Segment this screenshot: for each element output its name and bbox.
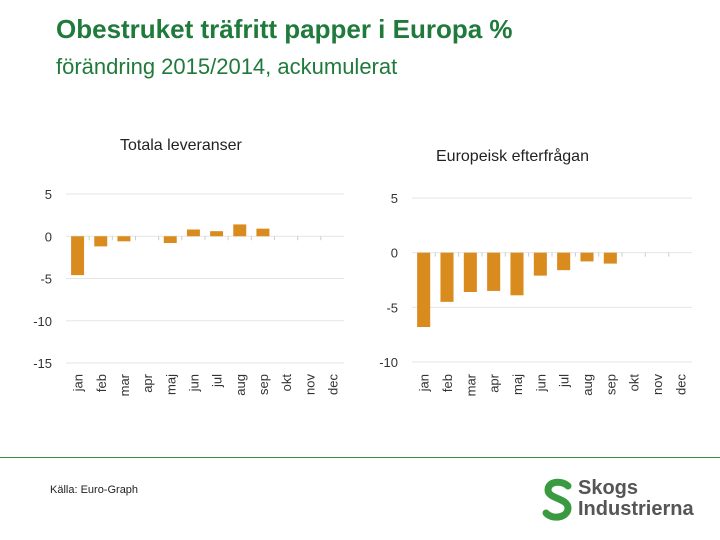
x-tick-label: feb bbox=[94, 374, 109, 392]
chart-1: Totala leveranser 5 0 -5 -10 -15 jan feb mar apr m… bbox=[33, 137, 344, 396]
x-tick-label: jun bbox=[533, 374, 548, 392]
x-tick-label: jan bbox=[417, 374, 432, 392]
x-tick-label: okt bbox=[627, 374, 642, 392]
bar-feb bbox=[94, 236, 108, 247]
bar-jun bbox=[533, 252, 547, 276]
y-tick-label: -10 bbox=[379, 355, 398, 370]
x-tick-label: dec bbox=[673, 374, 688, 395]
bar-apr bbox=[487, 252, 501, 291]
x-tick-label: mar bbox=[463, 373, 478, 396]
y-tick-label: -10 bbox=[33, 314, 52, 329]
skogsindustrierna-logo: Skogs Industrierna bbox=[540, 477, 700, 522]
x-tick-label: aug bbox=[233, 374, 248, 396]
y-tick-label: 5 bbox=[45, 187, 52, 202]
bar-mar bbox=[117, 236, 131, 242]
x-tick-label: feb bbox=[440, 374, 455, 392]
chart-title: Europeisk efterfrågan bbox=[436, 147, 589, 165]
bar-sep bbox=[256, 228, 270, 237]
x-tick-label: nov bbox=[650, 374, 665, 395]
bar-jan bbox=[71, 236, 85, 276]
x-tick-label: maj bbox=[163, 374, 178, 395]
footer-divider bbox=[0, 457, 720, 458]
logo-text-line1: Skogs bbox=[578, 477, 639, 499]
y-tick-label: -15 bbox=[33, 356, 52, 371]
x-tick-label: nov bbox=[302, 374, 317, 395]
bar-aug bbox=[233, 224, 247, 237]
bar-sep bbox=[603, 252, 617, 264]
chart-2: Europeisk efterfrågan 5 0 -5 -10 jan feb mar apr… bbox=[379, 147, 692, 396]
bar-maj bbox=[163, 236, 177, 244]
y-tick-label: 0 bbox=[45, 229, 52, 244]
x-tick-label: jun bbox=[186, 374, 201, 392]
x-tick-label: okt bbox=[279, 374, 294, 392]
x-tick-label: apr bbox=[140, 373, 155, 392]
x-tick-label: aug bbox=[580, 374, 595, 396]
x-tick-label: dec bbox=[325, 374, 340, 395]
bar-jul bbox=[210, 231, 224, 237]
bar-feb bbox=[440, 252, 454, 302]
x-tick-label: maj bbox=[510, 374, 525, 395]
bar-maj bbox=[510, 252, 524, 296]
bar-jan bbox=[417, 252, 431, 328]
source-note: Källa: Euro-Graph bbox=[50, 484, 139, 496]
x-tick-label: jul bbox=[557, 374, 572, 388]
y-tick-label: -5 bbox=[40, 272, 52, 287]
y-tick-label: -5 bbox=[386, 300, 398, 315]
x-tick-label: sep bbox=[603, 374, 618, 395]
x-tick-label: apr bbox=[487, 373, 502, 392]
bar-mar bbox=[463, 252, 477, 293]
y-tick-label: 0 bbox=[391, 246, 398, 261]
logo-text-line2: Industrierna bbox=[578, 498, 694, 520]
bar-jul bbox=[557, 252, 571, 271]
x-tick-label: mar bbox=[117, 373, 132, 396]
slide-title: Obestruket träfritt papper i Europa % bbox=[56, 14, 513, 44]
x-tick-label: jul bbox=[210, 374, 225, 388]
logo-s-mark-icon bbox=[542, 478, 572, 521]
bar-jun bbox=[186, 229, 200, 237]
bar-aug bbox=[580, 252, 594, 262]
y-tick-label: 5 bbox=[391, 191, 398, 206]
chart-title: Totala leveranser bbox=[120, 137, 243, 154]
slide-subtitle: förändring 2015/2014, ackumulerat bbox=[56, 54, 398, 79]
x-tick-label: jan bbox=[71, 374, 86, 392]
x-tick-label: sep bbox=[256, 374, 271, 395]
